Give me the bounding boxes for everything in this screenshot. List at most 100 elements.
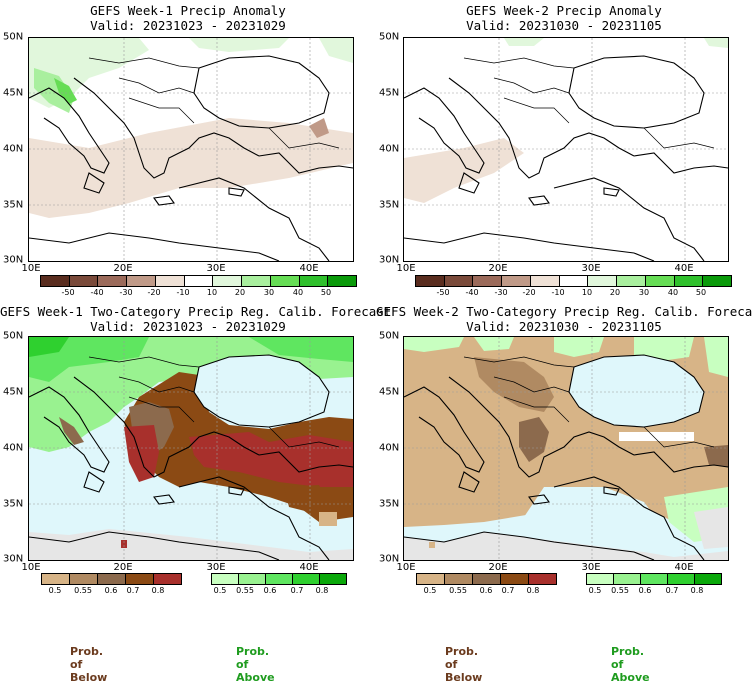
colorbar-swatch <box>617 276 646 286</box>
lat-label: 50N <box>3 330 24 342</box>
colorbar-tick-label: 0.6 <box>263 586 277 595</box>
colorbar-swatch <box>270 276 300 286</box>
colorbar-tick-label: -50 <box>61 288 75 297</box>
colorbar-swatch <box>328 276 357 286</box>
map-week2-anomaly <box>403 37 729 262</box>
colorbar-tick-label: 40 <box>292 288 304 297</box>
colorbar-tick-label: 0.55 <box>449 586 467 595</box>
lon-label: 30E <box>206 562 226 573</box>
colorbar-swatch <box>641 574 668 584</box>
prob-above-title: Prob. of Above <box>611 645 650 684</box>
panel-title: GEFS Week-2 Two-Category Precip Reg. Cal… <box>376 304 752 319</box>
lat-label: 45N <box>3 386 24 398</box>
colorbar-tick-label: 0.7 <box>665 586 679 595</box>
lon-label: 40E <box>299 562 319 573</box>
colorbar-tick-label: 10 <box>206 288 218 297</box>
lon-label: 30E <box>581 263 601 274</box>
colorbar-tick-label: 0.8 <box>526 586 540 595</box>
colorbar-tick-label: -30 <box>119 288 133 297</box>
prob-map-canvas <box>29 337 353 560</box>
colorbar-swatch <box>266 574 293 584</box>
lon-label: 20E <box>488 562 508 573</box>
below-colorbar <box>41 573 182 585</box>
colorbar-swatch <box>126 574 154 584</box>
colorbar-swatch <box>42 574 70 584</box>
lat-label: 35N <box>3 498 24 510</box>
colorbar-tick-label: 0.7 <box>126 586 140 595</box>
colorbar-swatch <box>530 276 560 286</box>
colorbar-tick-label: -40 <box>90 288 104 297</box>
colorbar-swatch <box>416 276 445 286</box>
colorbar-tick-label: 50 <box>695 288 707 297</box>
prob-below-title: Prob. of Below <box>70 645 108 684</box>
lon-label: 30E <box>581 562 601 573</box>
colorbar-swatch <box>614 574 641 584</box>
lon-label: 10E <box>396 263 416 274</box>
prob-above-title: Prob. of Above <box>236 645 275 684</box>
colorbar-swatch <box>668 574 695 584</box>
lon-label: 10E <box>21 263 41 274</box>
colorbar-swatch <box>695 574 721 584</box>
anomaly-colorbar <box>40 275 357 287</box>
colorbar-swatch <box>299 276 329 286</box>
colorbar-swatch <box>242 276 271 286</box>
map-week1-anomaly <box>28 37 354 262</box>
colorbar-tick-label: 0.8 <box>690 586 704 595</box>
colorbar-swatch <box>645 276 675 286</box>
colorbar-tick-label: -10 <box>551 288 565 297</box>
colorbar-swatch <box>445 574 473 584</box>
colorbar-swatch <box>154 574 181 584</box>
colorbar-tick-label: 0.55 <box>236 586 254 595</box>
lat-label: 45N <box>379 87 400 99</box>
colorbar-swatch <box>529 574 556 584</box>
lat-label: 40N <box>379 442 400 454</box>
lat-label: 40N <box>3 143 24 155</box>
colorbar-tick-label: -30 <box>494 288 508 297</box>
colorbar-tick-label: 20 <box>609 288 621 297</box>
panel-valid-date: Valid: 20231023 - 20231029 <box>90 18 286 33</box>
lat-label: 45N <box>379 386 400 398</box>
colorbar-swatch <box>239 574 266 584</box>
colorbar-tick-label: -20 <box>522 288 536 297</box>
colorbar-tick-label: 40 <box>667 288 679 297</box>
below-colorbar <box>416 573 557 585</box>
lat-label: 35N <box>379 498 400 510</box>
colorbar-tick-label: 0.8 <box>151 586 165 595</box>
lat-label: 50N <box>379 31 400 43</box>
map-week1-twocat <box>28 336 354 561</box>
colorbar-tick-label: -20 <box>147 288 161 297</box>
colorbar-swatch <box>41 276 70 286</box>
colorbar-swatch <box>473 574 501 584</box>
lat-label: 30N <box>379 254 400 266</box>
colorbar-swatch <box>155 276 185 286</box>
lon-label: 20E <box>113 562 133 573</box>
lon-label: 40E <box>674 263 694 274</box>
colorbar-swatch <box>127 276 156 286</box>
lon-label: 20E <box>113 263 133 274</box>
colorbar-tick-label: -40 <box>465 288 479 297</box>
colorbar-swatch <box>417 574 445 584</box>
panel-valid-date: Valid: 20231023 - 20231029 <box>90 319 286 334</box>
lon-label: 10E <box>396 562 416 573</box>
lon-label: 30E <box>206 263 226 274</box>
lat-label: 40N <box>3 442 24 454</box>
colorbar-swatch <box>501 574 529 584</box>
colorbar-swatch <box>293 574 320 584</box>
lat-label: 35N <box>3 199 24 211</box>
colorbar-swatch <box>588 276 618 286</box>
lat-label: 50N <box>3 31 24 43</box>
panel-title: GEFS Week-1 Precip Anomaly <box>90 3 286 18</box>
colorbar-swatch <box>320 574 346 584</box>
panel-valid-date: Valid: 20231030 - 20231105 <box>466 319 662 334</box>
lat-label: 45N <box>3 87 24 99</box>
panel-title: GEFS Week-2 Precip Anomaly <box>466 3 662 18</box>
above-colorbar <box>211 573 347 585</box>
lat-label: 30N <box>3 254 24 266</box>
above-colorbar <box>586 573 722 585</box>
colorbar-tick-label: 0.5 <box>48 586 62 595</box>
colorbar-tick-label: 0.5 <box>588 586 602 595</box>
lat-label: 40N <box>379 143 400 155</box>
colorbar-tick-label: 0.6 <box>479 586 493 595</box>
colorbar-swatch <box>212 574 239 584</box>
prob-map-canvas <box>404 337 728 560</box>
